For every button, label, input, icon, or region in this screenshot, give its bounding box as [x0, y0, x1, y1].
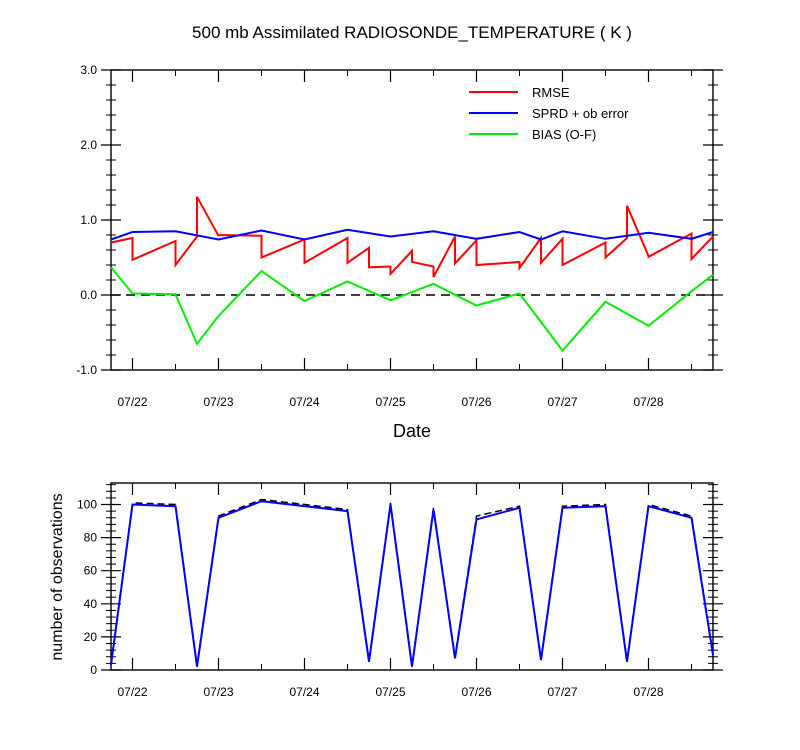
bottom-chart-ylabel: number of observations	[49, 493, 66, 660]
top-x-tick-label: 07/26	[461, 395, 491, 409]
bottom-y-tick-label: 20	[84, 630, 98, 644]
top-series-rmse	[110, 196, 714, 278]
bottom-x-tick-label: 07/23	[203, 685, 233, 699]
bottom-x-tick-label: 07/26	[461, 685, 491, 699]
top-y-tick-label: -1.0	[76, 363, 97, 377]
legend-label-1: SPRD + ob error	[532, 106, 629, 121]
top-x-tick-label: 07/24	[289, 395, 319, 409]
top-x-tick-label: 07/27	[547, 395, 577, 409]
bottom-x-tick-label: 07/24	[289, 685, 319, 699]
top-x-tick-label: 07/23	[203, 395, 233, 409]
top-series-bias-o-f	[110, 266, 714, 353]
bottom-y-tick-label: 60	[84, 564, 98, 578]
top-chart-title: 500 mb Assimilated RADIOSONDE_TEMPERATUR…	[192, 23, 632, 42]
top-series-sprd-ob-error	[110, 228, 714, 241]
legend-label-0: RMSE	[532, 85, 570, 100]
bottom-x-tick-label: 07/25	[375, 685, 405, 699]
bottom-series-assimilated-observations	[110, 500, 714, 667]
bottom-y-tick-label: 40	[84, 597, 98, 611]
bottom-plot-frame	[110, 482, 714, 671]
bottom-x-tick-label: 07/22	[117, 685, 147, 699]
top-y-tick-label: 3.0	[80, 63, 97, 77]
top-y-tick-label: 2.0	[80, 138, 97, 152]
top-y-tick-label: 0.0	[80, 288, 97, 302]
top-x-tick-label: 07/28	[633, 395, 663, 409]
top-y-tick-label: 1.0	[80, 213, 97, 227]
legend-label-2: BIAS (O-F)	[532, 127, 596, 142]
top-x-tick-label: 07/22	[117, 395, 147, 409]
bottom-y-tick-label: 100	[77, 498, 97, 512]
bottom-x-tick-label: 07/27	[547, 685, 577, 699]
bottom-y-tick-label: 80	[84, 531, 98, 545]
bottom-y-tick-label: 0	[90, 663, 97, 677]
bottom-series-possible-observations	[110, 498, 714, 666]
top-chart-xlabel: Date	[393, 421, 431, 441]
bottom-x-tick-label: 07/28	[633, 685, 663, 699]
top-x-tick-label: 07/25	[375, 395, 405, 409]
